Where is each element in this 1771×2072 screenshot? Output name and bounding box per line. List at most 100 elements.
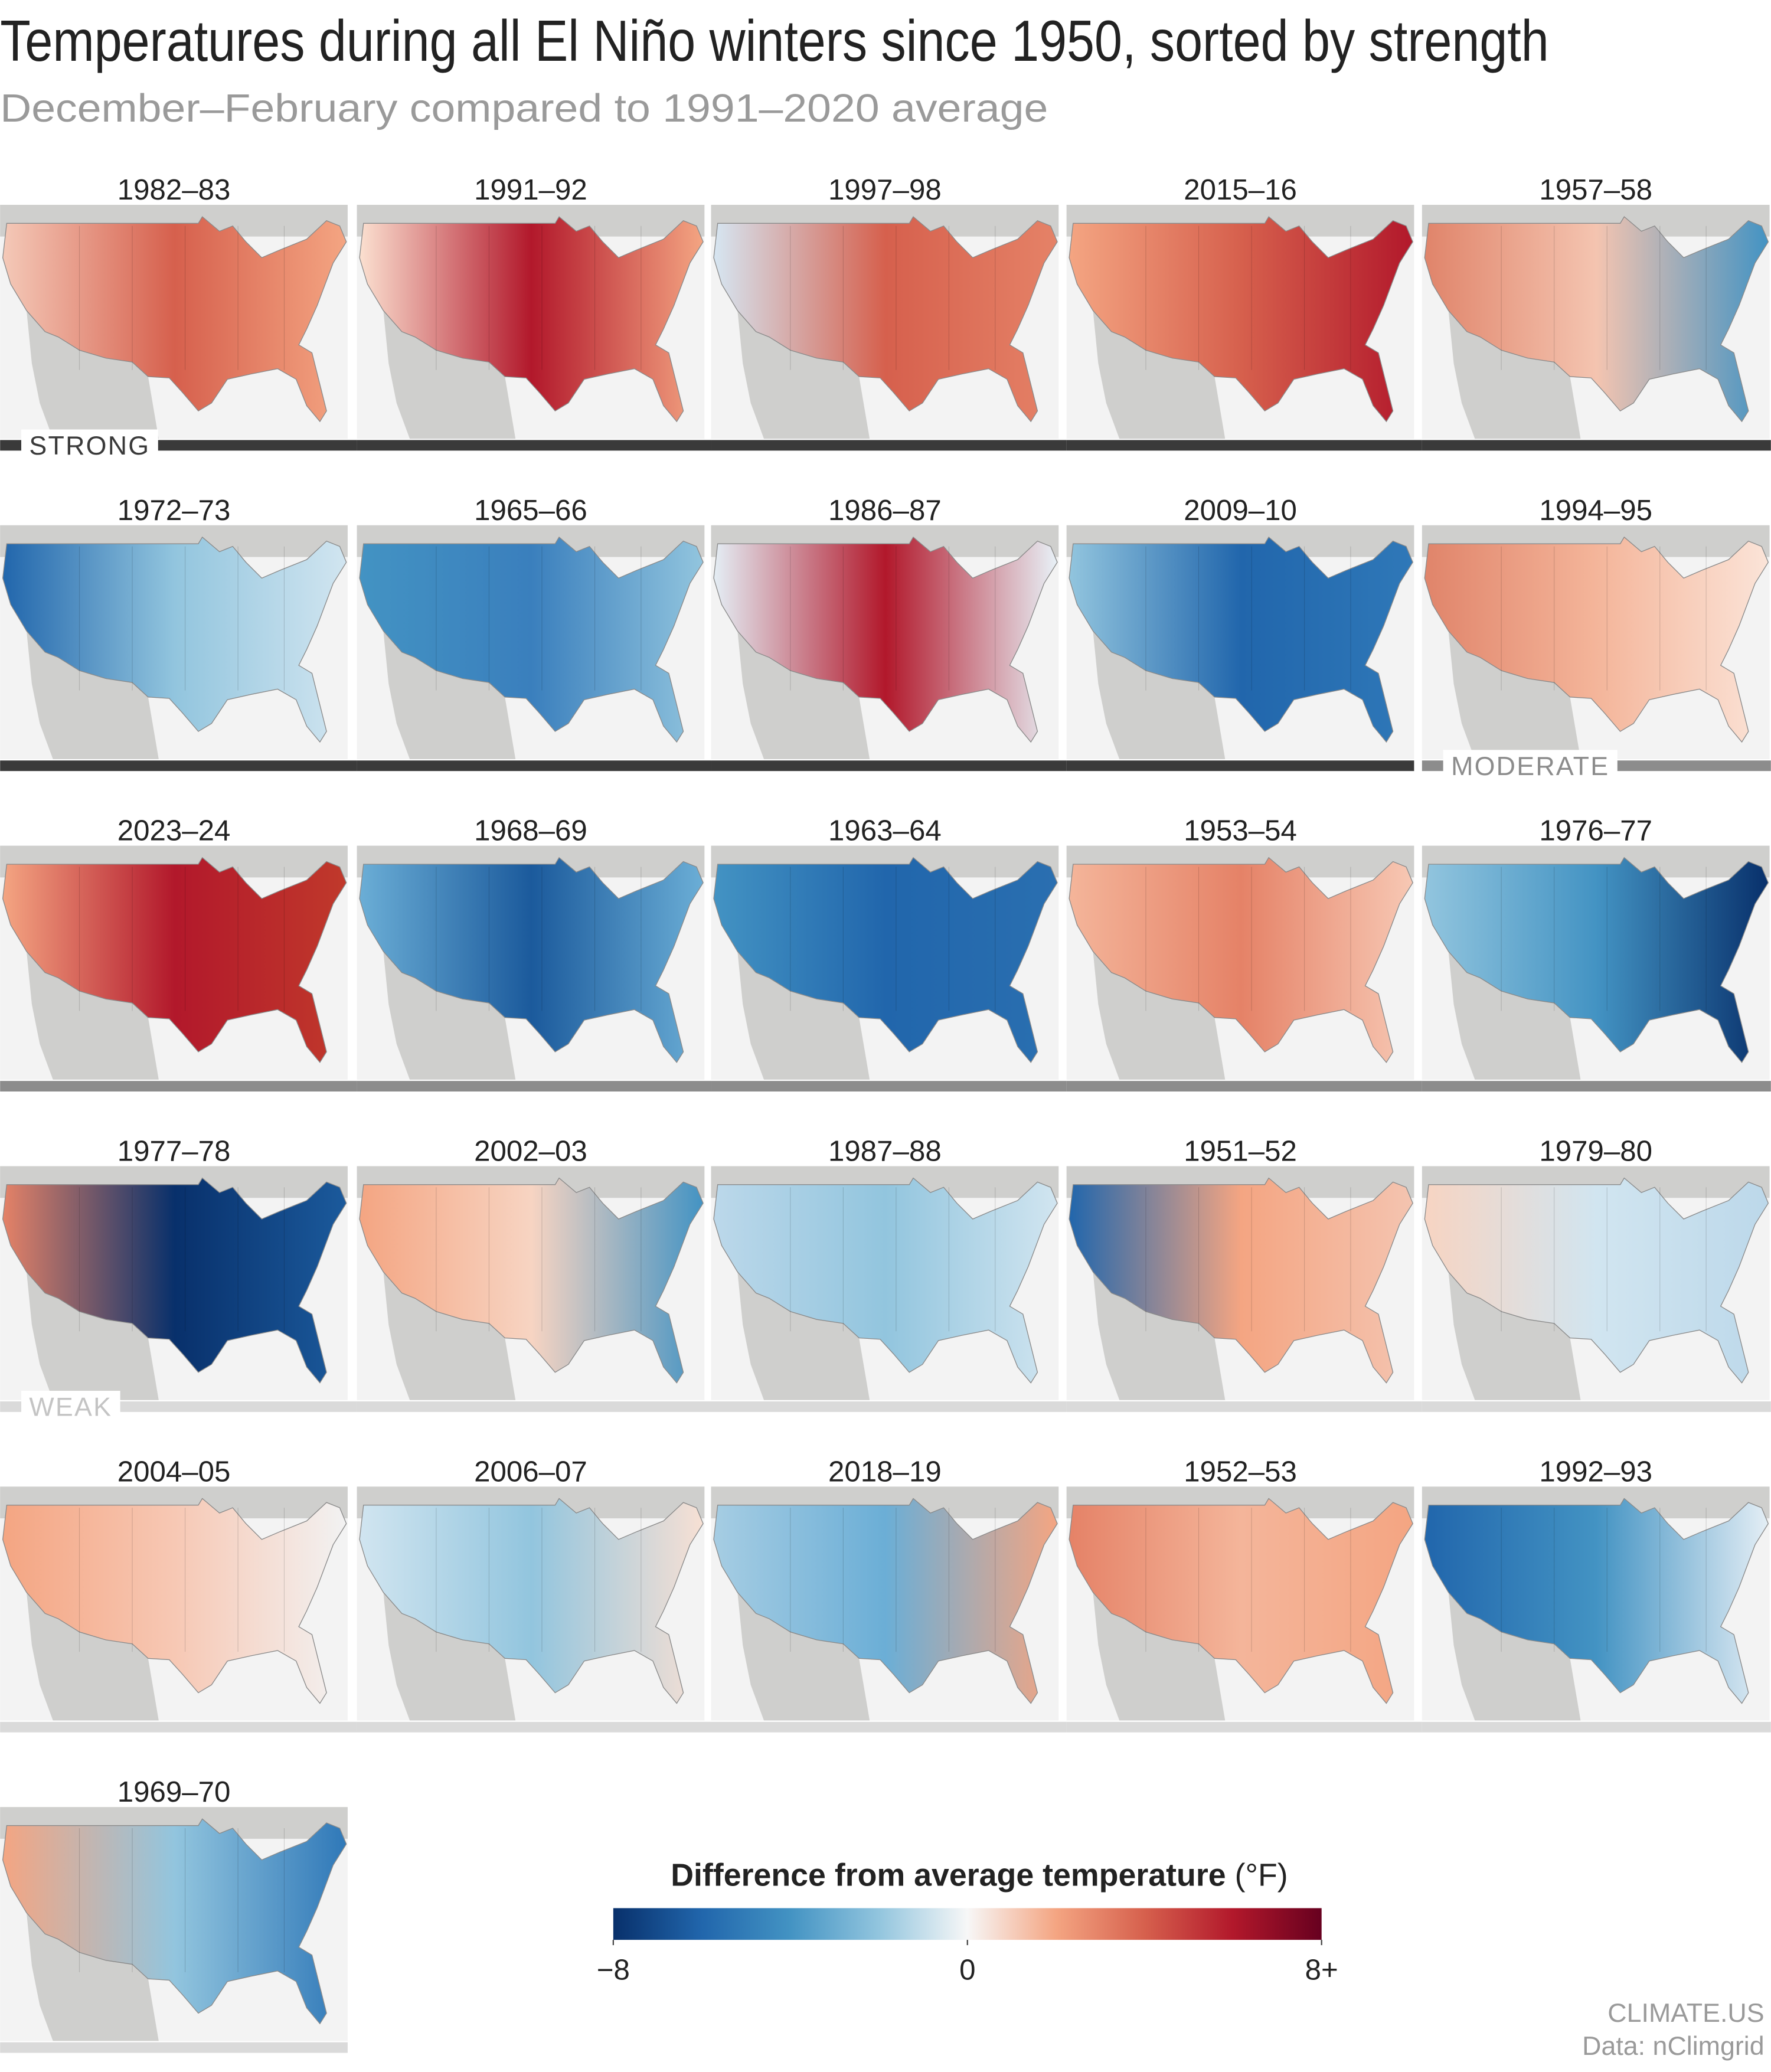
- tick-label: −8: [597, 1953, 630, 1986]
- map-panel: [1422, 525, 1770, 760]
- panel-label: 1953–54: [1184, 815, 1297, 847]
- panel-label: 2002–03: [474, 1135, 587, 1168]
- mexico: [26, 630, 159, 760]
- strength-label: MODERATE: [1451, 751, 1609, 781]
- map-panel: [1422, 204, 1770, 439]
- panel-label: 1968–69: [474, 815, 587, 847]
- panel-label: 1963–64: [828, 815, 942, 847]
- panel-label: 2015–16: [1184, 174, 1297, 206]
- strength-bar: [357, 1401, 711, 1412]
- strength-bar: [0, 1081, 357, 1092]
- map-panel: [711, 845, 1059, 1080]
- mexico: [737, 951, 870, 1080]
- us-map: [1069, 1498, 1413, 1704]
- strength-bar: [1066, 1721, 1422, 1733]
- panel-label: 1991–92: [474, 174, 587, 206]
- panel-label: 1976–77: [1539, 815, 1652, 847]
- legend-title-text: Difference from average temperature: [671, 1857, 1226, 1893]
- label-background: [21, 429, 158, 462]
- us-map: [1424, 536, 1769, 743]
- mexico: [1093, 951, 1226, 1080]
- map-panel: [357, 845, 705, 1080]
- label-background: [1443, 750, 1618, 782]
- us-map: [713, 1177, 1058, 1384]
- strength-bar: [1422, 1081, 1771, 1092]
- map-panel: [1422, 845, 1770, 1080]
- map-panel: [0, 204, 348, 439]
- map-panel: [0, 1166, 348, 1400]
- strength-bar: [711, 760, 1067, 772]
- mexico: [26, 1272, 159, 1400]
- map-panel: [357, 525, 705, 760]
- strength-bar: [357, 440, 711, 451]
- map-panel: [1422, 1166, 1770, 1400]
- strength-bar: [1066, 1401, 1422, 1412]
- mexico: [383, 1272, 516, 1400]
- us-map: [1069, 216, 1413, 423]
- legend-unit: (°F): [1235, 1857, 1288, 1893]
- mexico: [1093, 1592, 1226, 1721]
- panel-label: 1997–98: [828, 174, 942, 206]
- title: Temperatures during all El Niño winters …: [0, 8, 1549, 73]
- mexico: [383, 951, 516, 1080]
- map-panel: [711, 1166, 1059, 1400]
- tick-label: 0: [959, 1953, 975, 1986]
- map-panel: [1422, 1486, 1770, 1721]
- us-map: [359, 1177, 704, 1384]
- panel-label: 1972–73: [117, 494, 231, 527]
- strength-bar: [0, 760, 357, 772]
- mexico: [737, 311, 870, 439]
- mexico: [383, 630, 516, 760]
- us-map: [359, 216, 704, 423]
- source: CLIMATE.US: [1607, 1998, 1764, 2028]
- map-panel: [1066, 1486, 1414, 1721]
- panel-label: 1979–80: [1539, 1135, 1652, 1168]
- map-panel: [0, 1486, 348, 1721]
- strength-bar: [1422, 1401, 1771, 1412]
- mexico: [26, 311, 159, 439]
- subtitle: December–February compared to 1991–2020 …: [0, 86, 1048, 130]
- us-map: [1424, 857, 1769, 1063]
- us-map: [359, 536, 704, 743]
- data-credit: Data: nClimgrid: [1582, 2031, 1764, 2061]
- mexico: [1448, 951, 1581, 1080]
- us-map: [2, 1818, 347, 2025]
- mexico: [1448, 1592, 1581, 1721]
- panel-label: 2009–10: [1184, 494, 1297, 527]
- mexico: [1093, 311, 1226, 439]
- strength-bar: [357, 1721, 711, 1733]
- strength-bar: [711, 1721, 1067, 1733]
- panel-label: 1969–70: [117, 1776, 231, 1808]
- panel-label: 1987–88: [828, 1135, 942, 1168]
- us-map: [359, 1498, 704, 1704]
- us-map: [1069, 857, 1413, 1063]
- strength-label: STRONG: [29, 431, 150, 460]
- us-map: [2, 216, 347, 423]
- strength-bar: [1422, 440, 1771, 451]
- map-panel: [1066, 1166, 1414, 1400]
- mexico: [1448, 630, 1581, 760]
- map-panel: [357, 204, 705, 439]
- map-panel: [711, 204, 1059, 439]
- map-panel: [357, 1166, 705, 1400]
- strength-bar: [1422, 1721, 1771, 1733]
- legend-title: Difference from average temperature (°F): [671, 1857, 1288, 1893]
- us-map: [2, 1177, 347, 1384]
- panel-label: 2023–24: [117, 815, 231, 847]
- strength-bar: [1066, 760, 1414, 772]
- panel-label: 1952–53: [1184, 1455, 1297, 1488]
- us-map: [1069, 536, 1413, 743]
- map-panel: [0, 1807, 348, 2041]
- strength-bar: [1066, 1081, 1422, 1092]
- panel-label: 1957–58: [1539, 174, 1652, 206]
- panel-label: 1965–66: [474, 494, 587, 527]
- mexico: [737, 1592, 870, 1721]
- map-panel: [1066, 845, 1414, 1080]
- mexico: [383, 311, 516, 439]
- us-map: [1424, 1177, 1769, 1384]
- us-map: [2, 857, 347, 1063]
- label-background: [21, 1391, 120, 1423]
- map-panel: [1066, 525, 1414, 760]
- strength-bar: [1066, 440, 1422, 451]
